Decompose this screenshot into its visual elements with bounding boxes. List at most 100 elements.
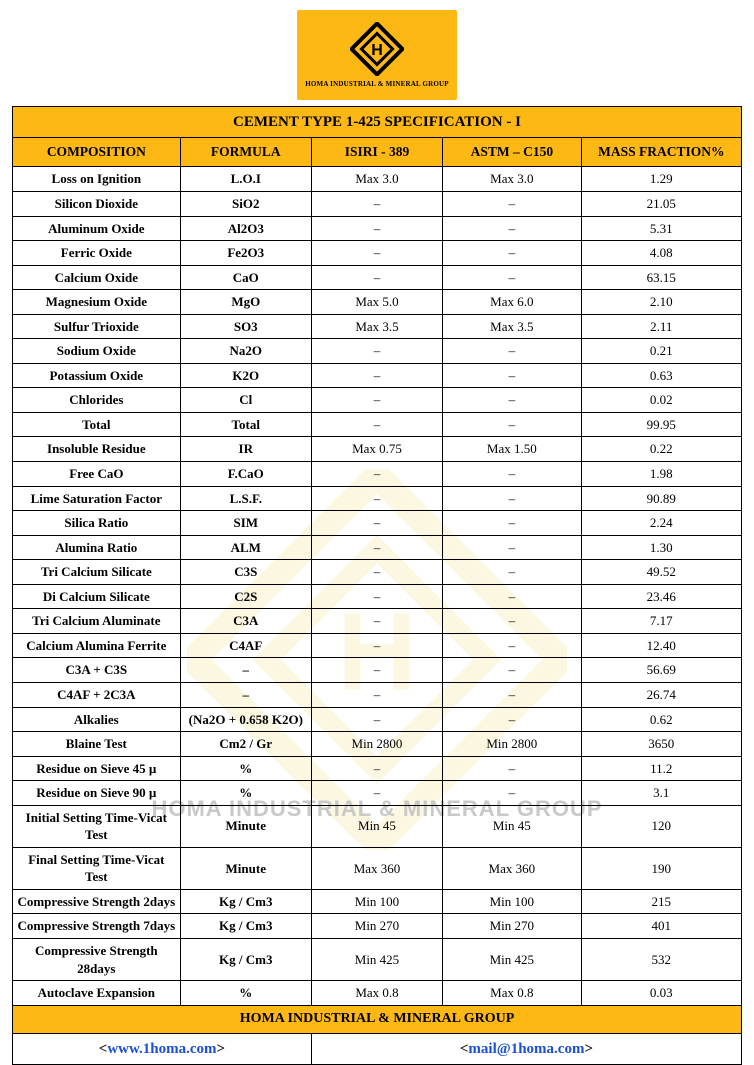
cell: 190: [581, 847, 741, 889]
table-row: Final Setting Time-Vicat TestMinuteMax 3…: [13, 847, 742, 889]
cell: %: [180, 981, 311, 1006]
cell: 3.1: [581, 781, 741, 806]
cell: –: [443, 682, 582, 707]
table-row: Residue on Sieve 90 µ%––3.1: [13, 781, 742, 806]
cell: Min 425: [311, 938, 442, 980]
cell: CaO: [180, 265, 311, 290]
col-isiri: ISIRI - 389: [311, 138, 442, 167]
cell: Tri Calcium Aluminate: [13, 609, 181, 634]
cell: ALM: [180, 535, 311, 560]
cell: Di Calcium Silicate: [13, 584, 181, 609]
cell: 0.62: [581, 707, 741, 732]
table-row: Insoluble ResidueIRMax 0.75Max 1.500.22: [13, 437, 742, 462]
table-row: C4AF + 2C3A–––26.74: [13, 682, 742, 707]
cell: Sodium Oxide: [13, 339, 181, 364]
cell: –: [443, 658, 582, 683]
cell: SIM: [180, 511, 311, 536]
table-row: Initial Setting Time-Vicat TestMinuteMin…: [13, 805, 742, 847]
cell: –: [311, 192, 442, 217]
cell: Min 425: [443, 938, 582, 980]
cell: Max 0.75: [311, 437, 442, 462]
table-row: Magnesium OxideMgOMax 5.0Max 6.02.10: [13, 290, 742, 315]
cell: Autoclave Expansion: [13, 981, 181, 1006]
cell: Fe2O3: [180, 241, 311, 266]
cell: IR: [180, 437, 311, 462]
cell: C3A + C3S: [13, 658, 181, 683]
cell: Lime Saturation Factor: [13, 486, 181, 511]
cell: –: [443, 609, 582, 634]
table-row: Calcium OxideCaO––63.15: [13, 265, 742, 290]
cell: Alumina Ratio: [13, 535, 181, 560]
angle-open: <: [99, 1041, 108, 1057]
cell: Kg / Cm3: [180, 914, 311, 939]
cell: 4.08: [581, 241, 741, 266]
cell: 2.10: [581, 290, 741, 315]
cell: –: [443, 584, 582, 609]
cell: L.S.F.: [180, 486, 311, 511]
cell: –: [311, 584, 442, 609]
cell: –: [443, 781, 582, 806]
table-row: Silica RatioSIM––2.24: [13, 511, 742, 536]
table-row: ChloridesCl––0.02: [13, 388, 742, 413]
cell: Sulfur Trioxide: [13, 314, 181, 339]
cell: Max 1.50: [443, 437, 582, 462]
cell: C4AF + 2C3A: [13, 682, 181, 707]
cell: –: [443, 363, 582, 388]
cell: Min 45: [443, 805, 582, 847]
cell: 0.22: [581, 437, 741, 462]
cell: –: [311, 363, 442, 388]
cell: C3S: [180, 560, 311, 585]
cell: 401: [581, 914, 741, 939]
cell: –: [311, 682, 442, 707]
cell: –: [311, 633, 442, 658]
cell: Free CaO: [13, 462, 181, 487]
cell: –: [443, 511, 582, 536]
cell: –: [443, 265, 582, 290]
cell: –: [443, 339, 582, 364]
footer-company-row: HOMA INDUSTRIAL & MINERAL GROUP: [13, 1005, 742, 1033]
cell: Insoluble Residue: [13, 437, 181, 462]
cell: –: [311, 535, 442, 560]
cell: Max 360: [443, 847, 582, 889]
cell: 99.95: [581, 412, 741, 437]
cell: –: [443, 388, 582, 413]
table-row: Loss on IgnitionL.O.IMax 3.0Max 3.01.29: [13, 167, 742, 192]
cell: –: [311, 241, 442, 266]
cell: –: [311, 462, 442, 487]
table-row: Compressive Strength 2daysKg / Cm3Min 10…: [13, 889, 742, 914]
table-row: Silicon DioxideSiO2––21.05: [13, 192, 742, 217]
footer-links-row: <www.1homa.com> <mail@1homa.com>: [13, 1033, 742, 1064]
angle-close: >: [217, 1041, 226, 1057]
cell: Max 3.0: [443, 167, 582, 192]
footer-web-link[interactable]: www.1homa.com: [107, 1041, 216, 1057]
cell: Min 2800: [443, 732, 582, 757]
cell: –: [311, 560, 442, 585]
cell: Calcium Oxide: [13, 265, 181, 290]
cell: Max 360: [311, 847, 442, 889]
cell: Loss on Ignition: [13, 167, 181, 192]
cell: Max 3.5: [311, 314, 442, 339]
cell: 5.31: [581, 216, 741, 241]
cell: –: [443, 756, 582, 781]
cell: 0.02: [581, 388, 741, 413]
cell: 1.30: [581, 535, 741, 560]
cell: Kg / Cm3: [180, 889, 311, 914]
angle-close: >: [584, 1041, 593, 1057]
cell: –: [180, 658, 311, 683]
cell: –: [443, 707, 582, 732]
cell: 63.15: [581, 265, 741, 290]
logo-text: HOMA INDUSTRIAL & MINERAL GROUP: [305, 80, 449, 88]
cell: Max 6.0: [443, 290, 582, 315]
cell: %: [180, 756, 311, 781]
cell: –: [311, 707, 442, 732]
cell: Min 2800: [311, 732, 442, 757]
cell: Total: [13, 412, 181, 437]
footer-mail-link[interactable]: mail@1homa.com: [468, 1041, 584, 1057]
table-row: Tri Calcium AluminateC3A––7.17: [13, 609, 742, 634]
cell: L.O.I: [180, 167, 311, 192]
cell: 215: [581, 889, 741, 914]
cell: Min 270: [311, 914, 442, 939]
cell: Compressive Strength 28days: [13, 938, 181, 980]
cell: 90.89: [581, 486, 741, 511]
cell: SO3: [180, 314, 311, 339]
